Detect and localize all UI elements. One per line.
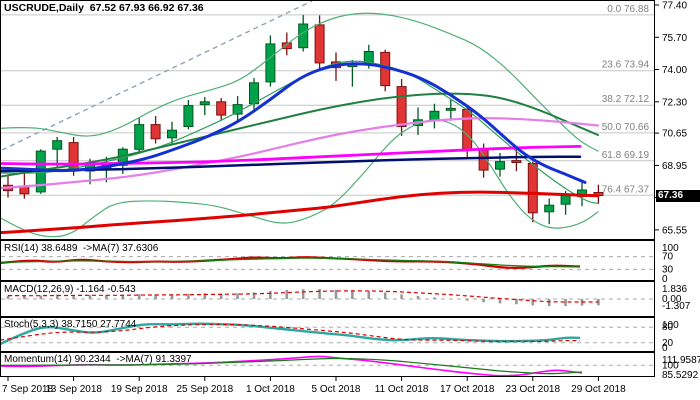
- stoch-scale-label: 80: [662, 322, 674, 333]
- mom-scale-label: 85.5292: [662, 370, 699, 381]
- price-axis[interactable]: 77.4075.7074.0072.3070.6568.9567.2565.55…: [655, 1, 700, 382]
- stoch-scale-label: 100: [662, 320, 679, 331]
- overlay-bollinger-lower: [1, 119, 599, 238]
- rsi-scale-label: 100: [662, 243, 679, 254]
- fib-level-label: 76.4 67.37: [602, 184, 650, 195]
- candle-body: [199, 101, 210, 106]
- time-tick-label: 25 Sep 2018: [176, 384, 233, 395]
- candle-body: [265, 43, 276, 83]
- mom-scale-label: 111.9587: [662, 355, 700, 366]
- overlay-bollinger-upper: [1, 12, 599, 152]
- momentum-ma: [1, 357, 583, 375]
- time-tick-label: 29 Oct 2018: [571, 384, 626, 395]
- candle-body: [134, 124, 145, 150]
- fib-level-label: 50.0 70.66: [602, 122, 650, 133]
- price-tick-label: 70.65: [662, 129, 687, 140]
- macd-scale-label: 1.836: [662, 284, 687, 295]
- overlay-ma-red: [1, 190, 600, 235]
- rsi-scale-label: 30: [662, 264, 674, 275]
- chart-title: USCRUDE,Daily 67.52 67.93 66.92 67.36: [4, 3, 204, 14]
- price-tick-label: 65.55: [662, 225, 687, 236]
- time-tick-label: 13 Sep 2018: [45, 384, 102, 395]
- fib-level-label: 0.0 76.88: [607, 4, 649, 15]
- time-tick-label: 19 Sep 2018: [111, 384, 168, 395]
- time-tick-label: 23 Oct 2018: [506, 384, 561, 395]
- time-tick-label: 17 Oct 2018: [440, 384, 495, 395]
- overlay-ma-navy: [1, 155, 582, 173]
- overlay-ma-blue: [1, 62, 587, 184]
- candle-body: [462, 108, 473, 150]
- stoch-scale-label: 0: [662, 343, 668, 354]
- candle-body: [216, 101, 227, 116]
- rsi-scale-label: 70: [662, 252, 674, 263]
- candle-body: [167, 129, 177, 139]
- candle-body: [68, 142, 79, 172]
- candle-body: [544, 204, 555, 213]
- macd-scale-label: -1.307: [662, 301, 691, 312]
- momentum-indicator-label: Momentum(14) 90.2344 ->MA(7) 91.3397: [4, 354, 192, 365]
- rsi-indicator-label: RSI(14) 38.6489 ->MA(7) 37.6306: [4, 243, 159, 254]
- candle-body: [249, 82, 259, 105]
- macd-indicator-label: MACD(12,26,9) -1.164 -0.543: [4, 284, 136, 295]
- current-price-badge: 67.36: [656, 190, 700, 202]
- mom-scale-label: 100: [662, 360, 679, 371]
- candle-body: [183, 105, 194, 127]
- fib-level-label: 61.8 69.19: [602, 150, 650, 161]
- time-tick-label: 5 Oct 2018: [312, 384, 361, 395]
- rsi-ma: [1, 257, 581, 268]
- candle-body: [52, 140, 63, 150]
- ohlc-label: 67.52 67.93 66.92 67.36: [89, 2, 204, 14]
- candle-body: [511, 160, 522, 164]
- candle-body: [314, 24, 325, 64]
- overlay-ma-magenta: [1, 145, 582, 166]
- rsi-scale-label: 0: [662, 274, 668, 285]
- candle-body: [363, 51, 374, 64]
- price-tick-label: 74.00: [662, 65, 687, 76]
- price-tick-label: 68.95: [662, 161, 687, 172]
- fibonacci-levels: 0.0 76.88 23.6 73.94 38.2 72.12 50.0 70.66 6…: [1, 4, 654, 196]
- candle-body: [298, 23, 309, 49]
- price-tick-label: 77.40: [662, 1, 687, 12]
- stoch-scale-label: 20: [662, 338, 674, 349]
- candle-body: [560, 195, 571, 205]
- time-tick-label: 11 Oct 2018: [375, 384, 429, 395]
- fib-level-label: 38.2 72.12: [602, 94, 650, 105]
- fib-level-label: 23.6 73.94: [602, 60, 650, 71]
- candle-body: [527, 163, 538, 214]
- symbol-period-label: USCRUDE,Daily: [4, 2, 84, 14]
- price-tick-label: 72.30: [662, 97, 687, 108]
- candle-body: [445, 107, 456, 111]
- price-tick-label: 75.70: [662, 33, 687, 44]
- candle-body: [495, 161, 505, 170]
- candle-body: [150, 124, 161, 140]
- macd-histogram: [6, 289, 600, 307]
- macd-scale-label: 0.00: [662, 294, 682, 305]
- candle-body: [396, 86, 407, 127]
- macd-signal-line: [7, 290, 599, 303]
- overlay-ma-green-slow: [1, 92, 599, 178]
- time-tick-label: 7 Sep 2018: [2, 384, 54, 395]
- candle-body: [281, 42, 292, 50]
- stoch-indicator-label: Stoch(5,3,3) 38.7150 27.7744: [4, 319, 137, 330]
- trendline-dashed[interactable]: [1, 1, 313, 151]
- time-tick-label: 1 Oct 2018: [246, 384, 295, 395]
- stoch-signal: [1, 323, 581, 343]
- overlay-ma-pink: [1, 117, 600, 190]
